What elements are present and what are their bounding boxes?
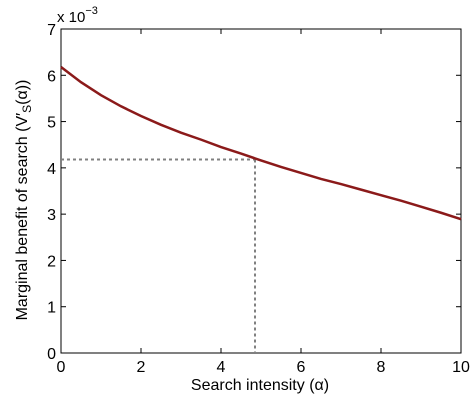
plot-frame [60,28,462,354]
x-axis-label: Search intensity (α) [191,377,329,394]
reference-lines [61,158,256,353]
y-tick-label: 3 [47,207,56,224]
x-tick-label: 2 [137,359,146,376]
x-tick-label: 6 [297,359,306,376]
y-scale-multiplier: x 10−3 [57,5,98,26]
y-tick-label: 4 [47,161,56,178]
series-group [60,65,462,221]
y-axis-label-tail: (α)) [14,80,31,105]
y-scale-exponent: −3 [85,5,98,17]
series-line [60,65,462,221]
y-tick-label: 2 [47,253,56,270]
x-tick-label: 10 [452,359,470,376]
y-scale-base: x 10 [57,9,85,26]
x-tick-label: 8 [377,359,386,376]
y-axis-label-main: Marginal benefit of search (V′ [14,113,31,321]
y-axis-label: Marginal benefit of search (V′S(α)) [14,80,34,321]
y-tick-label: 5 [47,115,56,132]
x-tick-label: 0 [57,359,66,376]
y-tick-label: 6 [47,68,56,85]
x-tick-label: 4 [217,359,226,376]
y-ticks: 0 1 2 3 4 5 6 7 [47,22,461,363]
y-axis-label-subscript: S [20,105,34,113]
y-tick-label: 7 [47,22,56,39]
y-tick-label: 0 [47,346,56,363]
x-ticks: 0 2 4 6 8 10 [57,29,470,376]
y-tick-label: 1 [47,300,56,317]
axes [60,28,462,354]
